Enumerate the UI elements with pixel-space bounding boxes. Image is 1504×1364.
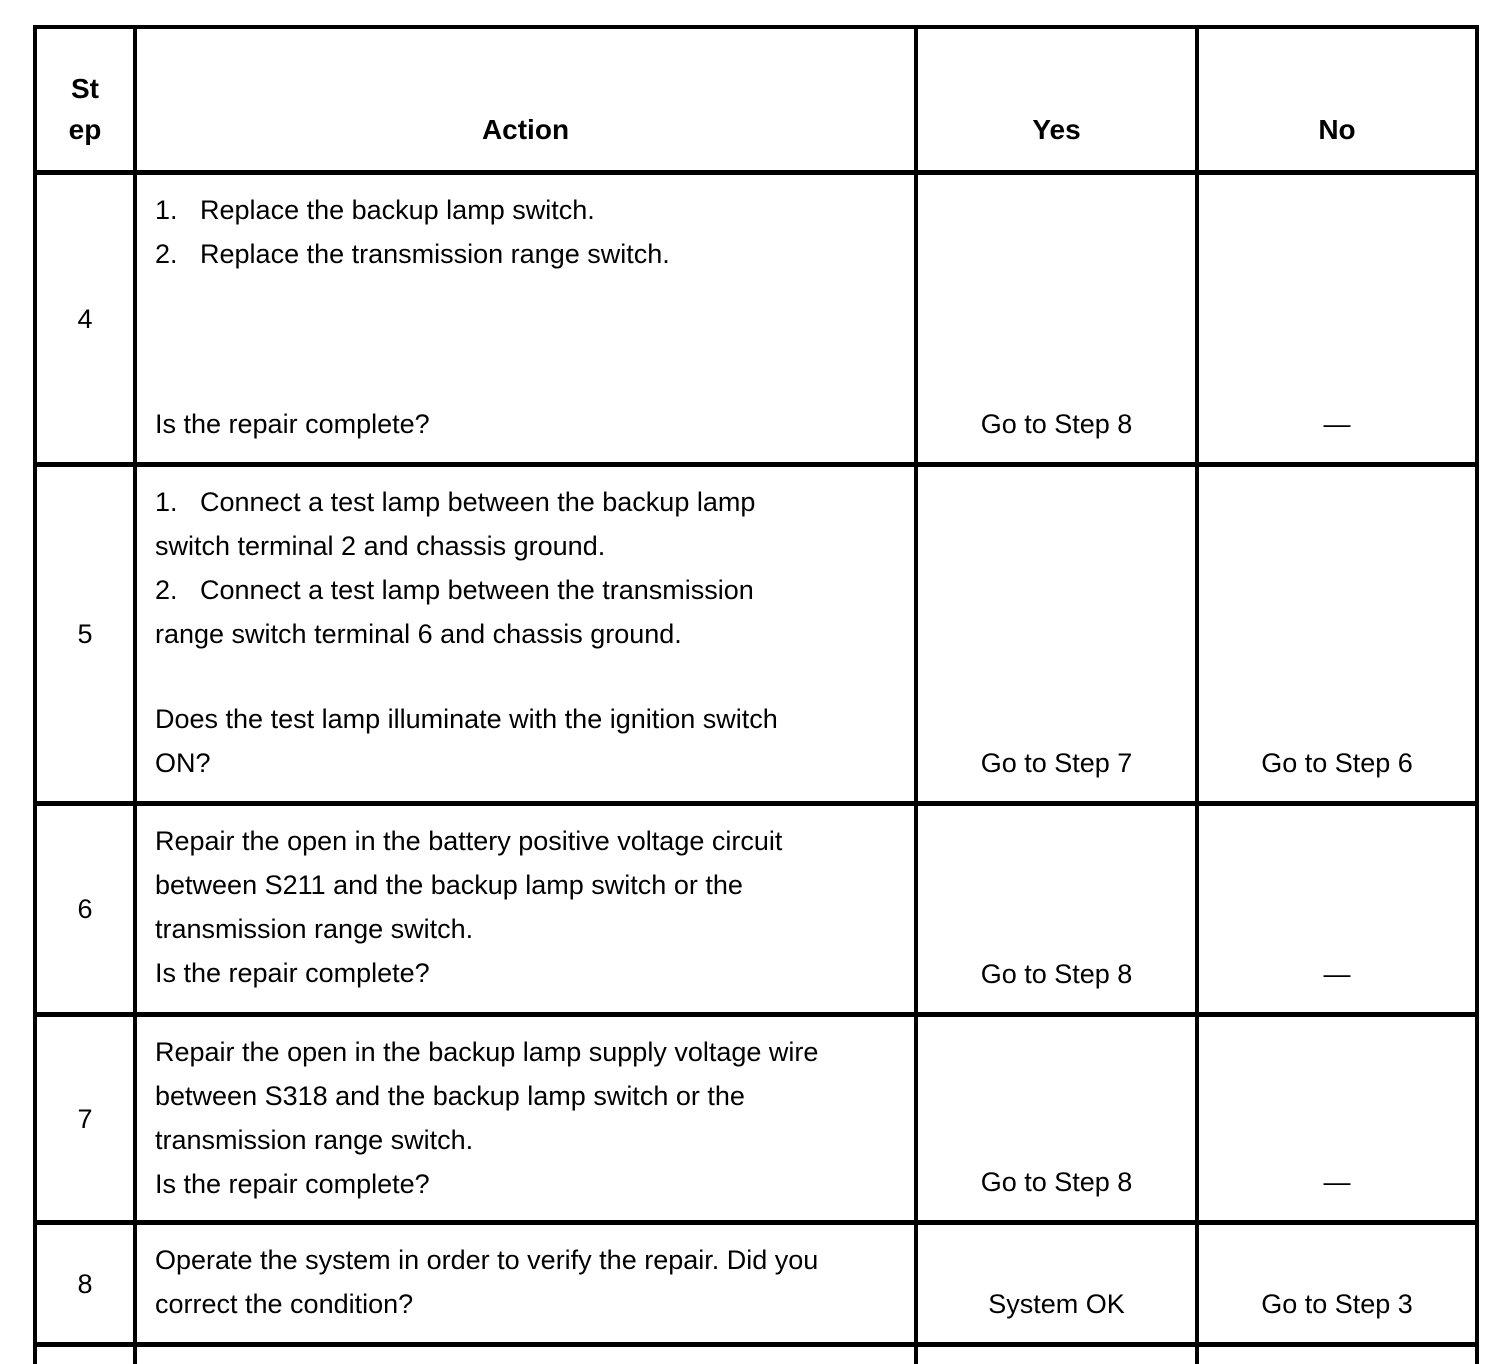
step-5-number-cell: 5 (37, 467, 137, 806)
action-text-block: Operate the system in order to verify th… (155, 1238, 900, 1326)
step-8-number-cell: 8 (37, 1225, 137, 1347)
header-no-label: No (1318, 114, 1356, 145)
step-4-number-cell: 4 (37, 175, 137, 467)
action-text-block: Repair the open in the backup lamp suppl… (155, 1030, 900, 1206)
no-value: — (1323, 409, 1351, 439)
yes-value: Go to Step 8 (980, 1167, 1133, 1197)
header-cell-step: St ep (37, 29, 137, 175)
step-5-no-cell: Go to Step 6 (1199, 467, 1479, 806)
step-6-yes-cell: Go to Step 8 (918, 806, 1199, 1017)
action-question-block: Is the repair complete? (155, 402, 900, 446)
action-line: transmission range switch. (155, 1125, 474, 1155)
action-line: between S318 and the backup lamp switch … (155, 1081, 745, 1111)
step-6-number-cell: 6 (37, 806, 137, 1017)
action-line: 2. Connect a test lamp between the trans… (155, 575, 754, 605)
truncated-row-yes-cell (918, 1347, 1199, 1364)
action-line: Is the repair complete? (155, 1169, 430, 1199)
step-7-yes-cell: Go to Step 8 (918, 1017, 1199, 1225)
action-text-block: Repair the open in the battery positive … (155, 819, 900, 995)
step-7-action-cell: Repair the open in the backup lamp suppl… (137, 1017, 918, 1225)
yes-value: System OK (988, 1289, 1125, 1319)
step-number: 4 (77, 303, 93, 334)
step-7-number-cell: 7 (37, 1017, 137, 1225)
step-number: 8 (77, 1268, 93, 1299)
action-line: transmission range switch. (155, 914, 474, 944)
action-line: 1. Replace the backup lamp switch. (155, 195, 595, 225)
step-number: 7 (77, 1103, 93, 1134)
step-8-action-cell: Operate the system in order to verify th… (137, 1225, 918, 1347)
step-4-yes-cell: Go to Step 8 (918, 175, 1199, 467)
header-yes-label: Yes (1032, 114, 1081, 145)
truncated-row-step-cell (37, 1347, 137, 1364)
action-text-block: 1. Connect a test lamp between the backu… (155, 480, 900, 656)
header-cell-no: No (1199, 29, 1479, 175)
action-line: 1. Connect a test lamp between the backu… (155, 487, 756, 517)
header-step-label-line1: St (71, 73, 99, 104)
step-6-action-cell: Repair the open in the battery positive … (137, 806, 918, 1017)
action-line: Is the repair complete? (155, 958, 430, 988)
yes-value: Go to Step 7 (980, 748, 1133, 778)
action-line: 2. Replace the transmission range switch… (155, 239, 670, 269)
action-line: Repair the open in the battery positive … (155, 826, 783, 856)
action-question-line: Is the repair complete? (155, 409, 430, 439)
action-question-line: ON? (155, 748, 211, 778)
action-line: Operate the system in order to verify th… (155, 1245, 819, 1275)
yes-value: Go to Step 8 (980, 409, 1133, 439)
header-cell-action: Action (137, 29, 918, 175)
header-step-label-line2: ep (68, 114, 102, 145)
step-number: 5 (77, 619, 93, 649)
action-line: switch terminal 2 and chassis ground. (155, 531, 606, 561)
step-5-action-cell: 1. Connect a test lamp between the backu… (137, 467, 918, 806)
diagnostic-table: St ep Action Yes No 4 1. Replace the back… (33, 25, 1479, 1364)
step-6-no-cell: — (1199, 806, 1479, 1017)
action-question-line: Does the test lamp illuminate with the i… (155, 704, 778, 734)
action-question-block: Does the test lamp illuminate with the i… (155, 697, 900, 785)
action-line: correct the condition? (155, 1289, 414, 1319)
no-value: — (1323, 959, 1351, 989)
yes-value: Go to Step 8 (980, 959, 1133, 989)
action-line: range switch terminal 6 and chassis grou… (155, 619, 682, 649)
step-number: 6 (77, 894, 93, 924)
action-line: between S211 and the backup lamp switch … (155, 870, 743, 900)
step-8-no-cell: Go to Step 3 (1199, 1225, 1479, 1347)
header-cell-yes: Yes (918, 29, 1199, 175)
action-text-block: 1. Replace the backup lamp switch. 2. Rep… (155, 188, 900, 276)
truncated-row-action-cell (137, 1347, 918, 1364)
header-action-label: Action (481, 114, 570, 145)
step-4-action-cell: 1. Replace the backup lamp switch. 2. Rep… (137, 175, 918, 467)
no-value: Go to Step 3 (1261, 1289, 1413, 1319)
no-value: — (1323, 1167, 1351, 1197)
action-line: Repair the open in the backup lamp suppl… (155, 1037, 819, 1067)
truncated-row-no-cell (1199, 1347, 1479, 1364)
step-5-yes-cell: Go to Step 7 (918, 467, 1199, 806)
no-value: Go to Step 6 (1261, 748, 1413, 778)
step-4-no-cell: — (1199, 175, 1479, 467)
step-8-yes-cell: System OK (918, 1225, 1199, 1347)
step-7-no-cell: — (1199, 1017, 1479, 1225)
